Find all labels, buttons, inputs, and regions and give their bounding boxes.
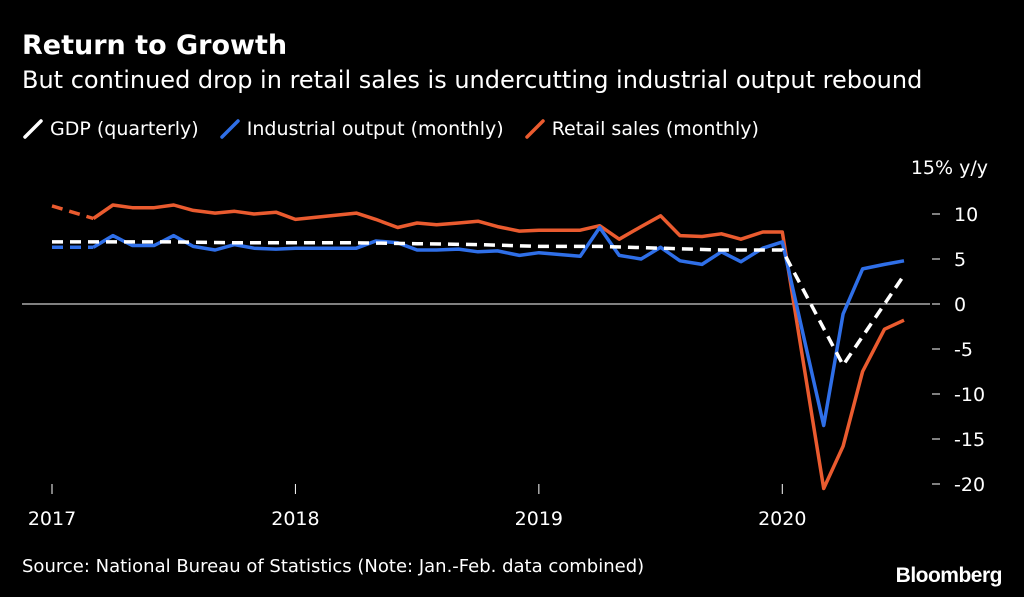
y-tick-label: -10 (954, 384, 985, 406)
y-tick-label: -20 (954, 474, 985, 496)
y-unit-label: 15% y/y (911, 157, 988, 179)
legend-item-industrial-output: Industrial output (monthly) (219, 118, 504, 140)
legend-item-gdp: GDP (quarterly) (22, 118, 199, 140)
legend-swatch-industrial-output-icon (220, 119, 240, 139)
series-line-gdp (52, 240, 906, 367)
legend-swatch-retail-sales-icon (524, 119, 545, 139)
x-tick-label: 2020 (758, 508, 806, 530)
x-tick-label: 2019 (515, 508, 563, 530)
series-line-retail-sales (51, 204, 94, 221)
chart-title: Return to Growth (22, 30, 288, 61)
x-tick-label: 2018 (271, 508, 319, 530)
legend-label-gdp: GDP (quarterly) (50, 118, 199, 140)
chart-subtitle: But continued drop in retail sales is un… (22, 66, 923, 94)
legend-swatch-gdp-icon (23, 119, 43, 139)
series-line-retail-sales (92, 203, 905, 491)
y-tick-label: -15 (954, 429, 985, 451)
y-tick-label: -5 (954, 339, 973, 361)
y-tick-label: 0 (954, 294, 966, 316)
series-line-industrial-output (92, 225, 905, 428)
y-tick-label: 5 (954, 249, 966, 271)
bloomberg-logo: Bloomberg (895, 564, 1003, 587)
legend-label-retail-sales: Retail sales (monthly) (551, 118, 759, 140)
legend-item-retail-sales: Retail sales (monthly) (524, 118, 759, 140)
y-tick-label: 10 (954, 204, 978, 226)
x-tick-label: 2017 (28, 508, 76, 530)
legend: GDP (quarterly) Industrial output (month… (22, 118, 773, 145)
legend-label-industrial-output: Industrial output (monthly) (246, 118, 504, 140)
source-note: Source: National Bureau of Statistics (N… (22, 556, 645, 577)
